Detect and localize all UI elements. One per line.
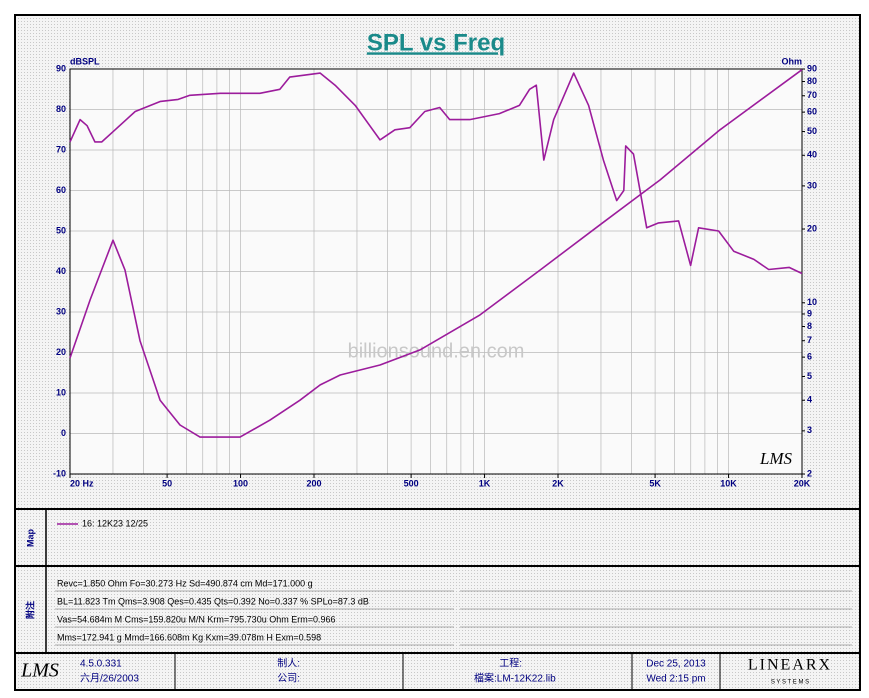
- watermark: billionsound.en.com: [348, 340, 525, 362]
- y2-tick-label: 20: [807, 223, 817, 233]
- y-tick-label: 80: [56, 104, 66, 114]
- date: Dec 25, 2013: [646, 659, 706, 670]
- y-tick-label: 50: [56, 225, 66, 235]
- y-tick-label: 10: [56, 387, 66, 397]
- y2-tick-label: 9: [807, 308, 812, 318]
- note-line: Mms=172.941 g Mmd=166.608m Kg Kxm=39.078…: [57, 632, 321, 642]
- file: 檔案:LM-12K22.lib: [474, 672, 556, 685]
- footer-logo: LMS: [20, 660, 59, 682]
- y2-axis-label: Ohm: [781, 56, 802, 66]
- x-tick-label: 2K: [552, 478, 564, 488]
- y2-tick-label: 40: [807, 150, 817, 160]
- y2-tick-label: 70: [807, 90, 817, 100]
- project: 工程:: [499, 658, 522, 670]
- x-tick-label: 20K: [794, 478, 811, 488]
- maker: 制人:: [277, 657, 300, 670]
- y2-tick-label: 90: [807, 63, 817, 73]
- y2-tick-label: 80: [807, 76, 817, 86]
- y-tick-label: 20: [56, 347, 66, 357]
- x-tick-label: 200: [306, 478, 321, 488]
- y2-tick-label: 6: [807, 351, 812, 361]
- brand-sub: S Y S T E M S: [771, 680, 809, 686]
- y2-tick-label: 50: [807, 126, 817, 136]
- time: Wed 2:15 pm: [646, 674, 705, 685]
- y2-tick-label: 60: [807, 107, 817, 117]
- version: 4.5.0.331: [80, 659, 122, 670]
- note-line: BL=11.823 Tm Qms=3.908 Qes=0.435 Qts=0.3…: [57, 596, 369, 606]
- y-tick-label: 90: [56, 63, 66, 73]
- y-tick-label: 40: [56, 266, 66, 276]
- curve: [69, 72, 803, 275]
- note-line: Vas=54.684m M Cms=159.820u M/N Krm=795.7…: [57, 614, 335, 624]
- y-tick-label: 30: [56, 306, 66, 316]
- notes: Revc=1.850 Ohm Fo=30.273 Hz Sd=490.874 c…: [55, 578, 852, 646]
- y2-tick-label: 7: [807, 335, 812, 345]
- plot-logo: LMS: [759, 449, 793, 468]
- y-axis-label: dBSPL: [70, 56, 100, 66]
- legend-entry: 16: 12K23 12/25: [82, 518, 148, 528]
- curve: [69, 69, 803, 438]
- y2-tick-label: 5: [807, 371, 812, 381]
- x-tick-label: 1K: [479, 478, 491, 488]
- chart-title: SPL vs Freq: [367, 29, 505, 56]
- y2-tick-label: 3: [807, 425, 812, 435]
- version-date: 六月/26/2003: [80, 673, 139, 685]
- y-tick-label: 70: [56, 144, 66, 154]
- y2-tick-label: 2: [807, 468, 812, 478]
- plot-border: [69, 68, 803, 475]
- y2-tick-label: 8: [807, 321, 812, 331]
- map-label: Map: [25, 528, 35, 547]
- company: 公司:: [277, 674, 300, 685]
- x-tick-label: 20 Hz: [70, 478, 94, 488]
- x-tick-label: 5K: [649, 478, 661, 488]
- y-tick-label: -10: [53, 468, 66, 478]
- note-line: Revc=1.850 Ohm Fo=30.273 Hz Sd=490.874 c…: [57, 578, 313, 588]
- y-tick-label: 60: [56, 185, 66, 195]
- x-tick-label: 10K: [720, 478, 737, 488]
- x-tick-label: 50: [162, 478, 172, 488]
- notes-label: 附注: [24, 601, 35, 619]
- x-tick-label: 500: [404, 478, 419, 488]
- y-tick-label: 0: [61, 428, 66, 438]
- brand: LINEARX: [748, 657, 832, 674]
- y2-tick-label: 10: [807, 297, 817, 307]
- y2-tick-label: 30: [807, 180, 817, 190]
- x-tick-label: 100: [233, 478, 248, 488]
- y2-tick-label: 4: [807, 395, 812, 405]
